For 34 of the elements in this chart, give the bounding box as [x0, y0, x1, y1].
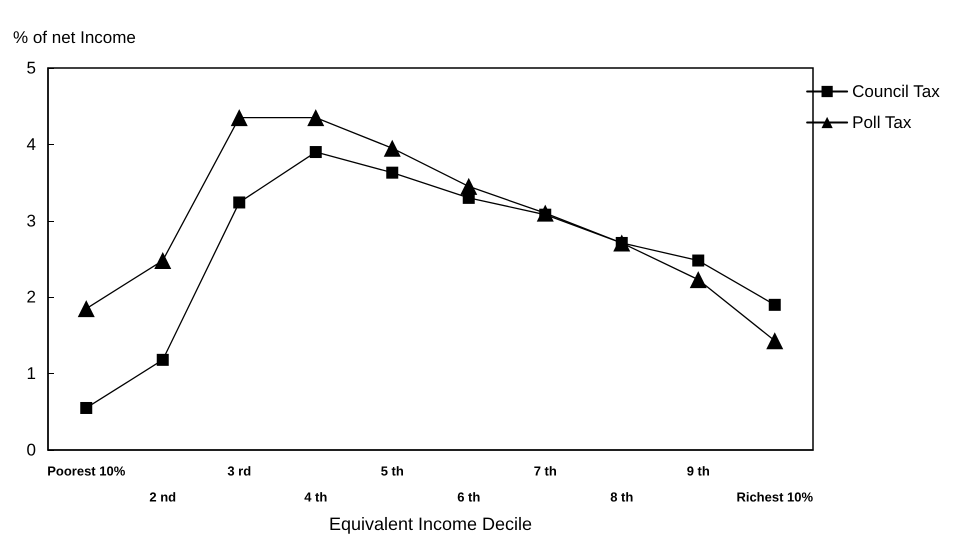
- point: [690, 271, 707, 288]
- y-tick-label: 0: [26, 440, 36, 460]
- y-tick-label: 3: [26, 211, 36, 230]
- x-tick-label: 9 th: [686, 464, 710, 478]
- point: [78, 300, 95, 318]
- point: [766, 332, 784, 350]
- x-tick-label: Richest 10%: [736, 490, 814, 504]
- y-tick-label: 2: [26, 288, 36, 307]
- x-tick-label: 6 th: [457, 490, 480, 504]
- point: [154, 252, 172, 270]
- x-tick-label: Poorest 10%: [47, 464, 126, 478]
- x-tick-label: 7 th: [534, 464, 557, 478]
- point: [386, 166, 398, 179]
- point: [768, 298, 781, 311]
- point: [80, 402, 92, 414]
- point: [307, 109, 324, 126]
- x-axis-title: Equivalent Income Decile: [328, 514, 532, 534]
- y-tick-label: 1: [26, 364, 36, 384]
- x-tick-label: 5 th: [380, 464, 404, 478]
- x-tick-label: 4 th: [304, 490, 328, 504]
- point: [692, 254, 704, 267]
- y-tick-label: 5: [26, 58, 36, 78]
- point: [310, 146, 322, 158]
- point: [156, 354, 169, 366]
- point: [384, 140, 401, 157]
- x-tick-label: 3 rd: [227, 464, 252, 478]
- legend-label: Poll Tax: [852, 113, 912, 132]
- y-tick-label: 4: [26, 134, 36, 154]
- x-tick-label: 8 th: [610, 490, 634, 504]
- legend-label: Council Tax: [852, 82, 940, 101]
- point: [230, 109, 248, 126]
- x-tick-label: 2 nd: [149, 490, 176, 504]
- y-axis-title: % of net Income: [13, 28, 136, 47]
- point: [233, 196, 246, 208]
